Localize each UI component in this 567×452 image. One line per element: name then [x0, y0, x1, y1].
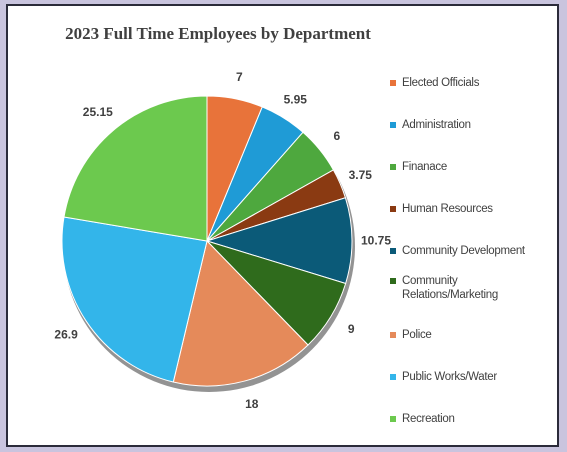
legend-item-police: Police — [390, 328, 432, 342]
data-label-administration: 5.95 — [284, 92, 308, 106]
data-label-finanace: 6 — [334, 129, 341, 143]
legend-label: Community Development — [402, 245, 525, 257]
legend-item-community-development: Community Development — [390, 244, 525, 258]
legend-label: Community — [402, 275, 458, 287]
legend-swatch — [390, 80, 396, 86]
legend-label: Recreation — [402, 413, 455, 425]
pie-slice-community-development — [205, 197, 353, 285]
pie-chart: 7 5.95 6 3.75 10.75 9 18 26.9 25.15 — [54, 70, 391, 411]
legend-swatch — [390, 416, 396, 422]
data-label-human-resources: 3.75 — [349, 168, 373, 182]
data-label-recreation: 25.15 — [83, 105, 113, 119]
data-label-community-development: 10.75 — [361, 234, 391, 248]
legend-item-human-resources: Human Resources — [390, 202, 493, 216]
legend-label: Public Works/Water — [402, 371, 497, 383]
data-label-police: 18 — [245, 397, 259, 411]
legend-swatch — [390, 248, 396, 254]
legend-label: Relations/Marketing — [402, 289, 498, 301]
legend-item-administration: Administration — [390, 118, 471, 132]
legend-swatch — [390, 164, 396, 170]
legend-label: Human Resources — [402, 203, 493, 215]
chart-frame: 2023 Full Time Employees by Department 7… — [6, 4, 559, 447]
chart-title: 2023 Full Time Employees by Department — [65, 24, 371, 43]
data-label-community-relations-marketing: 9 — [348, 322, 355, 336]
legend-swatch — [390, 122, 396, 128]
legend-swatch — [390, 332, 396, 338]
legend-item-recreation: Recreation — [390, 412, 455, 426]
pie-slice-public-works-water — [61, 216, 208, 383]
legend-swatch — [390, 206, 396, 212]
pie-slice-recreation — [63, 95, 208, 242]
legend-swatch — [390, 278, 396, 284]
legend-item-public-works-water: Public Works/Water — [390, 370, 497, 384]
data-label-public-works-water: 26.9 — [54, 327, 78, 341]
legend-label: Finanace — [402, 161, 447, 173]
data-label-elected-officials: 7 — [236, 70, 243, 84]
legend-item-elected-officials: Elected Officials — [390, 76, 479, 90]
legend-item-community-relations-marketing: Community Relations/Marketing — [390, 274, 498, 302]
legend-swatch — [390, 374, 396, 380]
legend-label: Police — [402, 329, 432, 341]
legend-label: Administration — [402, 119, 471, 131]
legend-item-finanace: Finanace — [390, 160, 447, 174]
pie-slice-police — [172, 239, 309, 387]
legend-label: Elected Officials — [402, 77, 480, 89]
